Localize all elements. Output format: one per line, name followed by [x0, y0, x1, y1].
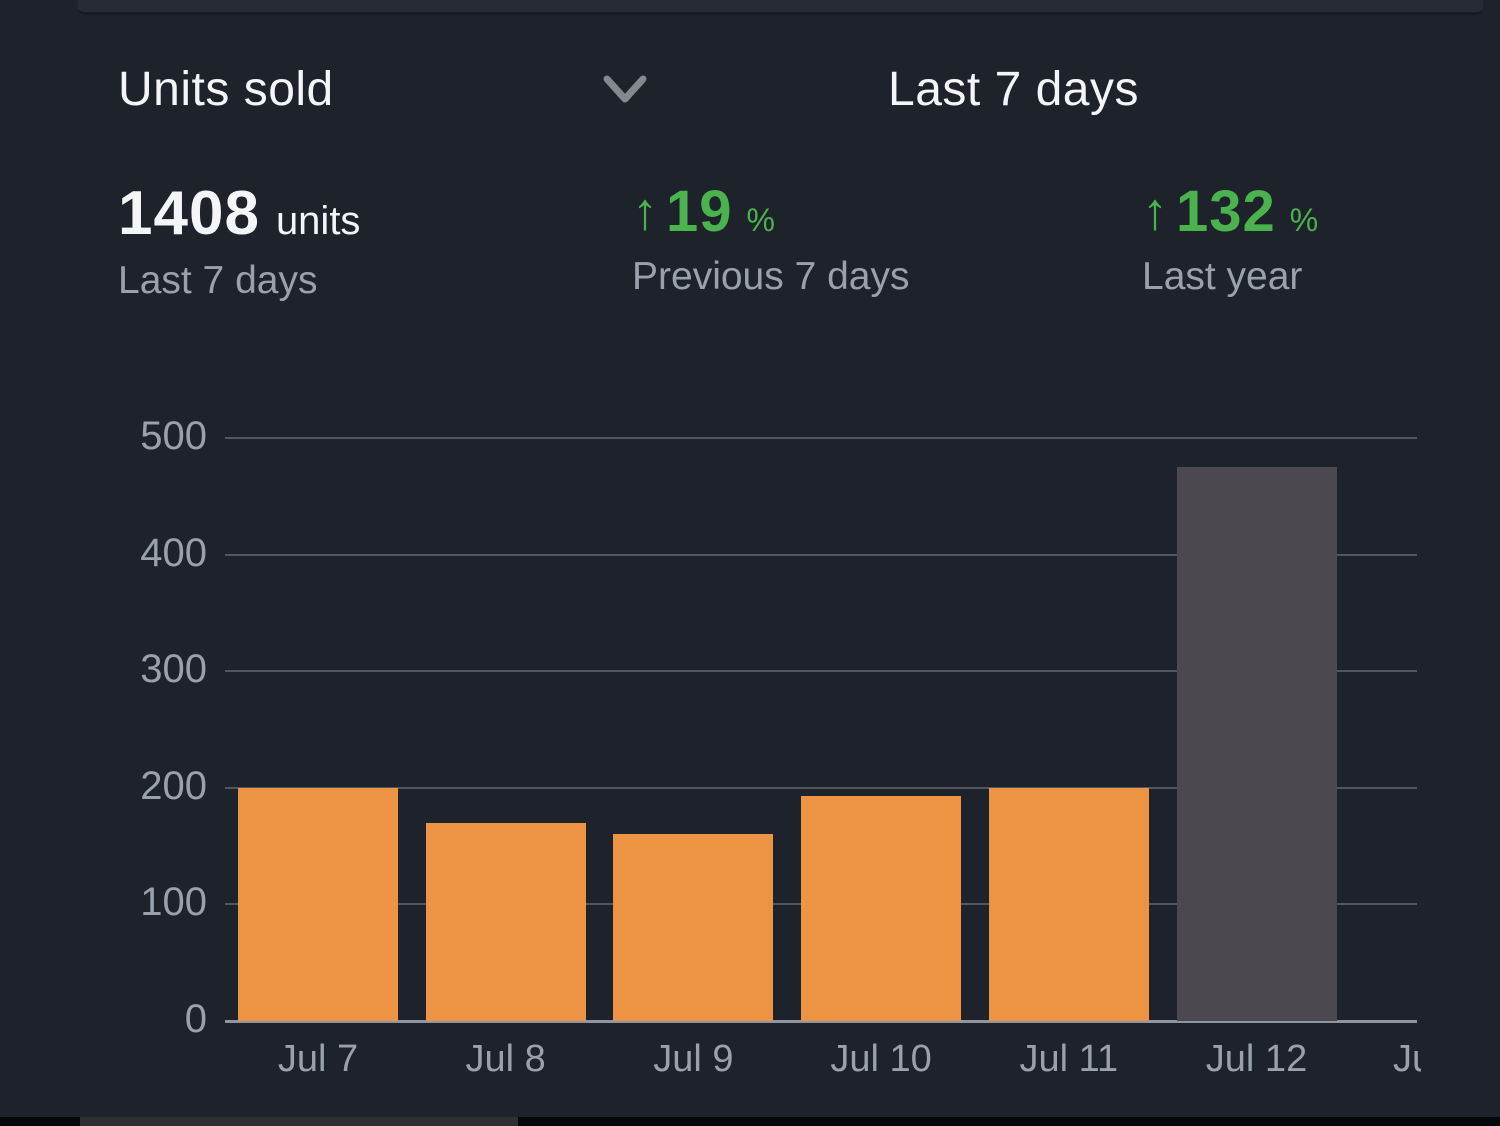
x-axis-label: Jul 8 [465, 1038, 546, 1080]
metric-selector-dropdown[interactable]: Units sold [118, 62, 650, 117]
gridline-0 [225, 1020, 1417, 1023]
stat-prev7-unit: % [746, 202, 775, 238]
stat-lastyear-value: 132 [1176, 179, 1276, 244]
up-arrow-icon: ↑ [1142, 183, 1168, 241]
x-axis-label: Jul 10 [830, 1038, 932, 1080]
gridline-200 [225, 786, 1417, 789]
stat-lastyear-caption: Last year [1142, 255, 1303, 298]
gridline-300 [225, 670, 1417, 673]
bar-Jul 8[interactable] [425, 822, 586, 1021]
x-axis-label: Jul 11 [1019, 1038, 1119, 1080]
stat-total-units: 1408 units Last 7 days [118, 178, 360, 303]
x-axis-label: Jul 9 [653, 1038, 734, 1080]
y-axis-tick-label: 200 [140, 763, 207, 808]
chevron-down-icon [603, 75, 647, 102]
bar-Jul 12[interactable] [1176, 467, 1337, 1021]
time-range-label[interactable]: Last 7 days [888, 63, 1139, 116]
stat-lastyear-unit: % [1289, 202, 1319, 238]
bar-Jul 11[interactable] [988, 787, 1149, 1021]
up-arrow-icon: ↑ [632, 183, 658, 241]
gridline-400 [225, 553, 1417, 556]
bottom-edge-strip [0, 1117, 1500, 1126]
bar-Jul 10[interactable] [801, 795, 962, 1021]
bar-Jul 7[interactable] [238, 787, 398, 1021]
x-axis-label-partial-text: Ju [1393, 1038, 1421, 1080]
y-axis-tick-label: 500 [140, 414, 207, 458]
stat-total-caption: Last 7 days [118, 259, 318, 302]
y-axis-tick-label: 300 [140, 647, 207, 692]
x-axis-label: Jul 12 [1205, 1038, 1308, 1080]
stat-prev7-value: 19 [666, 179, 733, 244]
y-axis-tick-label: 400 [140, 530, 207, 575]
stat-prev7-caption: Previous 7 days [632, 255, 910, 298]
metric-title: Units sold [118, 63, 334, 116]
stat-total-value: 1408 [118, 179, 260, 248]
x-axis-label-partial: Ju [1393, 1038, 1421, 1090]
bar-Jul 9[interactable] [613, 834, 774, 1021]
stat-vs-previous-7-days: ↑ 19 % Previous 7 days [632, 178, 909, 299]
stat-total-unit: units [275, 199, 361, 243]
x-axis-label: Jul 7 [277, 1038, 359, 1080]
horizontal-scrollbar-thumb[interactable] [80, 1117, 518, 1126]
stat-vs-last-year: ↑ 132 % Last year [1142, 178, 1318, 299]
y-axis-tick-label: 0 [184, 997, 207, 1041]
y-axis-tick-label: 100 [140, 880, 207, 925]
top-card-edge [78, 0, 1483, 15]
gridline-500 [225, 437, 1417, 439]
